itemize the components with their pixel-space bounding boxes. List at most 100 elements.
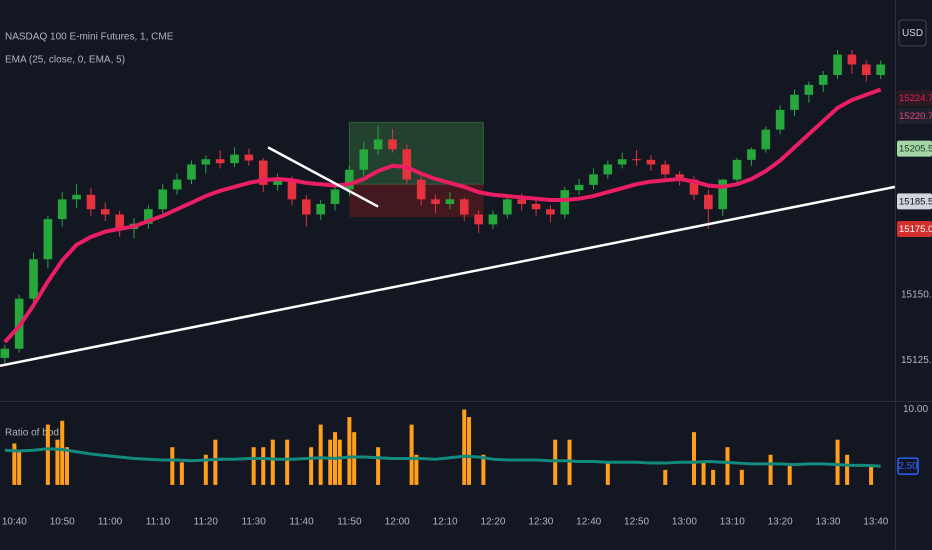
- ratio-bar: [170, 447, 175, 485]
- ratio-bar: [17, 451, 22, 485]
- candle-body: [790, 94, 799, 110]
- main-pane: [0, 50, 896, 368]
- x-tick-label: 11:10: [146, 517, 171, 528]
- axes: 10:40 10:50 11:00 11:10 11:20 11:30 11:40 11:50…: [2, 90, 932, 528]
- price-label: 15205.50: [899, 144, 932, 155]
- price-label: 15185.50: [899, 196, 932, 207]
- ratio-bar: [835, 439, 840, 485]
- candle-body: [861, 64, 871, 75]
- candle-body: [732, 159, 742, 180]
- ratio-bar: [337, 439, 342, 485]
- candle-body: [115, 214, 124, 229]
- candle-body: [747, 149, 756, 160]
- x-tick-label: 12:40: [576, 517, 601, 528]
- ratio-bar: [605, 462, 610, 485]
- candle-body: [833, 54, 842, 75]
- candle-body: [72, 194, 81, 200]
- x-tick-label: 12:50: [624, 517, 649, 528]
- candle-body: [43, 219, 53, 260]
- ratio-bar: [213, 439, 218, 485]
- ratio-bar: [65, 447, 70, 485]
- indicator-legend: EMA (25, close, 0, EMA, 5): [5, 55, 125, 66]
- lower-value-label: 2.50: [898, 461, 918, 472]
- ratio-bar: [467, 417, 472, 485]
- candle-body: [761, 129, 771, 150]
- ratio-bar: [553, 439, 558, 485]
- chart-title: NASDAQ 100 E-mini Futures, 1, CME: [5, 32, 174, 43]
- candle-body: [201, 159, 211, 165]
- candle-body: [273, 179, 282, 185]
- candle-body: [488, 214, 498, 225]
- candle-body: [474, 214, 483, 225]
- candle-body: [388, 139, 397, 150]
- ratio-bar: [352, 432, 357, 485]
- candle-body: [876, 64, 885, 75]
- candle-body: [531, 203, 541, 210]
- ratio-bar: [261, 447, 266, 485]
- y-tick-label: 15125.00: [901, 355, 932, 366]
- candle-body: [230, 154, 239, 164]
- ratio-bar: [663, 469, 668, 485]
- ratio-bar: [285, 439, 290, 485]
- ratio-bar: [409, 424, 414, 485]
- candle-body: [316, 203, 325, 215]
- candle-body: [632, 159, 641, 161]
- ratio-bar: [251, 447, 256, 485]
- x-tick-label: 11:00: [98, 517, 123, 528]
- candle-body: [144, 209, 153, 224]
- candle-body: [287, 179, 297, 200]
- currency-button[interactable]: [898, 19, 927, 47]
- candle-body: [617, 159, 627, 165]
- x-tick-label: 11:30: [242, 517, 267, 528]
- candle-body: [718, 179, 728, 210]
- candle-body: [689, 179, 699, 195]
- x-tick-label: 11:20: [194, 517, 219, 528]
- candle-body: [57, 199, 67, 220]
- ratio-bar: [869, 466, 874, 485]
- ratio-bar: [845, 454, 850, 485]
- x-tick-label: 12:20: [480, 517, 505, 528]
- candle-body: [503, 199, 512, 215]
- ratio-bar: [768, 454, 773, 485]
- candle-body: [402, 149, 412, 180]
- candle-body: [431, 199, 440, 204]
- candle-body: [172, 179, 182, 190]
- x-tick-label: 12:10: [433, 517, 458, 528]
- candle-body: [818, 75, 828, 85]
- candle-body: [459, 199, 469, 215]
- ema-line: [3, 87, 882, 344]
- price-label: 15220.75: [899, 111, 932, 122]
- ratio-bar: [462, 409, 467, 485]
- x-tick-label: 10:40: [2, 517, 27, 528]
- trend-line: [0, 185, 896, 368]
- candle-body: [804, 84, 814, 95]
- candle-body: [660, 164, 670, 175]
- price-label-box: [897, 90, 932, 107]
- lower-pane: Ratio of bod: [4, 409, 881, 485]
- candle-body: [574, 184, 584, 191]
- lower-pane-label: Ratio of bod: [5, 428, 59, 439]
- candle-body: [86, 194, 96, 210]
- ratio-bar: [701, 462, 706, 485]
- candle-body: [258, 160, 268, 185]
- x-tick-label: 10:50: [50, 517, 75, 528]
- candle-body: [215, 159, 225, 164]
- candle-body: [704, 194, 713, 210]
- candle-body: [847, 54, 857, 65]
- candle-body: [359, 149, 369, 170]
- candle-body: [560, 190, 570, 215]
- ratio-bar: [55, 439, 60, 485]
- ratio-bar: [12, 443, 17, 485]
- x-tick-label: 11:50: [337, 517, 362, 528]
- candle-body: [345, 169, 354, 190]
- candle-body: [775, 109, 785, 130]
- ratio-bar: [45, 424, 50, 485]
- candle-body: [517, 199, 526, 204]
- ratio-bar: [481, 454, 486, 485]
- x-tick-label: 12:00: [385, 517, 410, 528]
- trend-line: [267, 146, 379, 208]
- ratio-bar: [309, 447, 314, 485]
- candle-body: [373, 139, 383, 150]
